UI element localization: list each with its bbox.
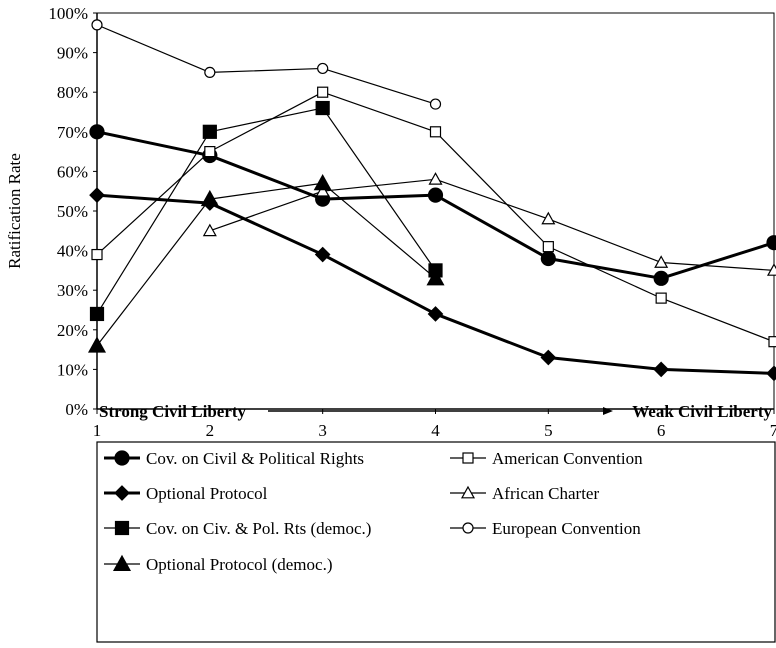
legend-item-5: Cov. on Civ. & Pol. Rts (democ.) [104,519,371,538]
y-tick-label: 70% [57,123,88,142]
data-point [204,146,216,158]
legend-label: Optional Protocol [146,484,268,503]
series-2 [91,86,776,348]
data-point [313,174,332,191]
data-point [427,187,444,203]
y-tick-label: 100% [48,4,88,23]
x-tick-label: 4 [431,421,440,440]
data-point [202,124,217,139]
legend-box [96,441,776,643]
data-point [655,292,667,304]
data-point [314,246,331,263]
legend-label: Optional Protocol (democ.) [146,555,333,574]
data-point [429,126,442,138]
series-group [87,19,776,382]
y-tick-label: 90% [57,44,88,63]
x-axis-right-label: Weak Civil Liberty [632,402,772,421]
legend-marker [114,520,130,536]
data-point [427,306,444,322]
legend-item-6: European Convention [450,519,641,538]
series-5 [89,100,443,322]
legend-label: American Convention [492,449,643,468]
series-1 [89,124,776,286]
data-point [429,98,442,110]
x-axis-arrow-head [603,407,613,415]
x-tick-label: 6 [657,421,666,440]
legend-label: Cov. on Civ. & Pol. Rts (democ.) [146,519,371,538]
series-line [96,182,436,347]
legend-label: Cov. on Civil & Political Rights [146,449,364,468]
axes: 0% 10% 20% 30% 40% 50% 60% 70% 80% 90% 100% 1 2 3 4 5 6 7 [48,4,776,440]
data-point [204,66,216,79]
legend-marker [462,452,474,464]
data-point [317,86,329,98]
legend-item-3: Optional Protocol [104,484,268,503]
data-point [317,62,329,75]
data-point [766,235,776,251]
data-point [89,306,105,322]
legend-marker [114,450,130,466]
series-line [96,130,775,280]
x-axis-left-label: Strong Civil Liberty [99,402,247,421]
data-point [653,270,669,286]
data-point [766,365,776,382]
y-tick-label: 20% [57,321,88,340]
data-point [766,263,776,276]
data-point [426,269,445,286]
series-line [96,24,436,105]
series-line [96,107,436,315]
data-point [653,361,670,378]
legend-item-2: American Convention [450,449,643,468]
data-point [542,241,554,253]
legend-marker [460,485,476,499]
legend-item-7: Optional Protocol (democ.) [104,554,333,574]
legend-label: African Charter [492,484,599,503]
series-4 [202,172,776,276]
data-point [89,124,105,140]
y-tick-label: 50% [57,202,88,221]
y-tick-label: 40% [57,242,88,261]
data-point [202,223,217,237]
data-point [315,183,330,197]
x-tick-label: 2 [206,421,215,440]
data-point [428,172,443,185]
legend-marker [112,554,132,572]
legend-marker [114,485,130,501]
data-point [91,248,103,261]
x-tick-label: 3 [318,421,327,440]
plot-area-border [96,12,775,410]
data-point [200,189,219,207]
y-tick-label: 30% [57,281,88,300]
data-point [87,336,107,353]
y-tick-label: 80% [57,83,88,102]
legend-item-4: African Charter [450,484,599,503]
series-line [209,178,775,271]
legend-label: European Convention [492,519,641,538]
legend-item-1: Cov. on Civil & Political Rights [104,449,364,468]
data-point [540,349,557,366]
y-tick-label: 10% [57,360,88,379]
x-tick-label: 5 [544,421,553,440]
legend-marker [462,522,474,534]
legend: Cov. on Civil & Political Rights American… [96,441,776,643]
data-point [91,19,103,31]
data-point [315,100,330,116]
x-tick-label: 7 [770,421,776,440]
data-point [540,250,556,267]
series-7 [87,174,445,353]
series-6 [91,19,442,110]
data-point [89,187,105,204]
data-point [654,255,669,268]
y-tick-label: 60% [57,162,88,181]
y-tick-label: 0% [65,400,88,419]
data-point [768,336,776,348]
x-tick-label: 1 [93,421,102,440]
y-axis-title: Ratification Rate [5,153,24,269]
data-point [541,211,556,225]
